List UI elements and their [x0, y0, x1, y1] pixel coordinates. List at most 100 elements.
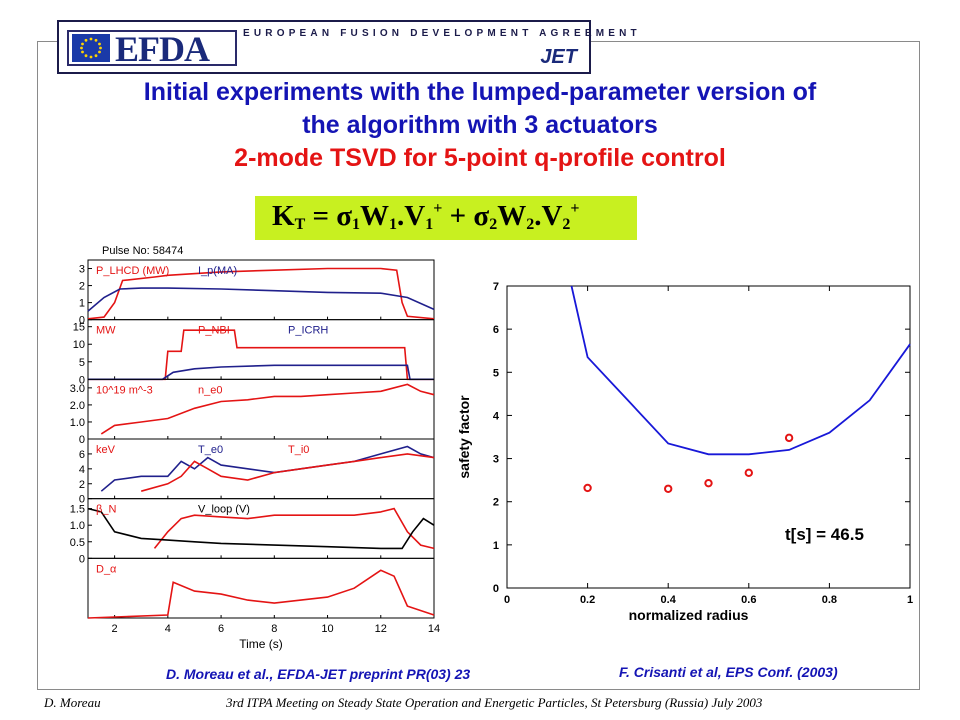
- x-tick-label: 14: [428, 623, 440, 635]
- formula-w2-sub: 2: [526, 216, 535, 233]
- trace-label: D_α: [96, 563, 117, 575]
- y-tick-label: 0: [79, 315, 85, 327]
- formula-w1-sub: 1: [389, 216, 398, 233]
- x-tick-label: 2: [112, 623, 118, 635]
- formula-w1: W: [360, 200, 390, 232]
- y-tick-label: 0.5: [70, 537, 85, 549]
- credit-left: D. Moreau et al., EFDA-JET preprint PR(0…: [166, 666, 471, 682]
- trace-label: β_N: [96, 504, 116, 516]
- formula-highlight: [255, 196, 637, 240]
- target-point: [583, 483, 592, 493]
- x-tick-label: 0: [504, 594, 510, 606]
- x-axis-label: normalized radius: [629, 607, 749, 623]
- y-tick-label: 2: [493, 497, 499, 509]
- y-tick-label: 1.5: [70, 504, 85, 516]
- x-tick-label: 4: [165, 623, 171, 635]
- credit-right: F. Crisanti et al, EPS Conf. (2003): [619, 664, 838, 680]
- trace-label: T_i0: [288, 444, 309, 456]
- y-tick-label: 3: [493, 454, 499, 466]
- formula-s2-sub: 2: [489, 216, 498, 233]
- formula-dot2: .V: [534, 200, 563, 232]
- trace-label: P_LHCD (MW): [96, 265, 169, 277]
- trace-i-p-ma: [87, 287, 435, 312]
- y-tick-label: 7: [493, 281, 499, 293]
- formula-v2-sub: 2: [562, 216, 571, 233]
- y-axis-label: safety factor: [456, 395, 472, 479]
- trace-label: MW: [96, 325, 116, 337]
- trace-panel-frame: [87, 557, 435, 619]
- x-tick-label: 0.6: [741, 594, 756, 606]
- efda-banner: EFDA EUROPEAN FUSION DEVELOPMENT AGREEME…: [57, 20, 637, 74]
- y-tick-label: 5: [493, 367, 499, 379]
- y-tick-label: 6: [493, 324, 499, 336]
- trace-label: 10^19 m^-3: [96, 384, 153, 396]
- formula-eq: = σ: [305, 200, 353, 232]
- y-tick-label: 1: [493, 540, 499, 552]
- x-axis-label: Time (s): [239, 637, 283, 651]
- formula-k: K: [272, 200, 295, 232]
- x-tick-label: 1: [907, 594, 913, 606]
- q-profile-chart: 0 1 2 3 4 5 6 7 0 0.2 0.4 0.6 0.8 1 normalized radius s…: [455, 268, 920, 630]
- formula-v1-sub: 1: [425, 216, 434, 233]
- y-tick-label: 6: [79, 449, 85, 461]
- x-tick-label: 8: [271, 623, 277, 635]
- x-tick-label: 0.2: [580, 594, 595, 606]
- y-tick-label: 2: [79, 479, 85, 491]
- y-tick-label: 10: [73, 339, 85, 351]
- trace-label: T_e0: [198, 444, 223, 456]
- title-line-1: Initial experiments with the lumped-para…: [143, 78, 817, 106]
- trace-n-e0: [100, 383, 435, 435]
- y-tick-label: 1.0: [70, 520, 85, 532]
- y-tick-label: 15: [73, 322, 85, 334]
- target-point: [784, 433, 794, 443]
- trace-panel-frame: [87, 319, 435, 380]
- y-tick-label: 0: [79, 434, 85, 446]
- formula-v2-sup: +: [570, 200, 580, 217]
- y-tick-label: 3: [79, 264, 85, 276]
- formula: KT = σ1W1.V1+ + σ2W2.V2+: [272, 200, 580, 234]
- trace-d: [87, 569, 435, 619]
- jet-logo: JET: [540, 46, 577, 68]
- y-tick-label: 2: [79, 281, 85, 293]
- x-tick-label: 12: [375, 623, 387, 635]
- title-line-3: 2-mode TSVD for 5-point q-profile contro…: [234, 144, 726, 172]
- trace-label: I_p(MA): [198, 265, 237, 277]
- y-tick-label: 2.0: [70, 400, 85, 412]
- trace-panel-frame: [87, 498, 435, 559]
- y-tick-label: 4: [79, 464, 85, 476]
- y-tick-label: 1: [79, 298, 85, 310]
- trace-p-icrh: [88, 364, 434, 381]
- trace-label: keV: [96, 444, 116, 456]
- banner-subtitle: EUROPEAN FUSION DEVELOPMENT AGREEMENT: [243, 28, 641, 39]
- time-traces-chart: Pulse No: 58474 0 1 2 3 P_LHCD (MW) I_p(MA) 0 5 1…: [62, 240, 442, 660]
- title-line-2: the algorithm with 3 actuators: [302, 111, 658, 139]
- y-tick-label: 3.0: [70, 383, 85, 395]
- trace-label: P_NBI: [198, 325, 230, 337]
- trace-n: [153, 507, 435, 550]
- time-annotation: t[s] = 46.5: [785, 525, 864, 544]
- efda-logo-text: EFDA: [115, 29, 210, 69]
- x-tick-label: 0.8: [822, 594, 837, 606]
- pulse-label: Pulse No: 58474: [102, 245, 183, 257]
- trace-label: n_e0: [198, 384, 222, 396]
- target-point: [744, 468, 753, 478]
- trace-panel-frame: [87, 438, 435, 500]
- y-tick-label: 0: [79, 553, 85, 565]
- target-point: [664, 484, 673, 493]
- formula-k-sub: T: [294, 216, 306, 233]
- trace-t-i0: [140, 453, 435, 492]
- footer-meeting: 3rd ITPA Meeting on Steady State Operati…: [226, 695, 763, 710]
- y-tick-label: 0: [493, 583, 499, 595]
- target-point: [704, 478, 713, 488]
- trace-t-e0: [100, 445, 435, 492]
- formula-dot1: .V: [397, 200, 426, 232]
- trace-p-nbi: [88, 329, 434, 381]
- formula-w2: W: [497, 200, 527, 232]
- trace-v-loop-v: [87, 507, 435, 550]
- trace-label: P_ICRH: [288, 325, 328, 337]
- eu-stars-icon: [72, 34, 110, 62]
- efda-logo: EFDA: [67, 29, 237, 69]
- q-profile-line: [570, 285, 911, 456]
- x-tick-label: 10: [321, 623, 333, 635]
- formula-v1-sup: +: [433, 200, 443, 217]
